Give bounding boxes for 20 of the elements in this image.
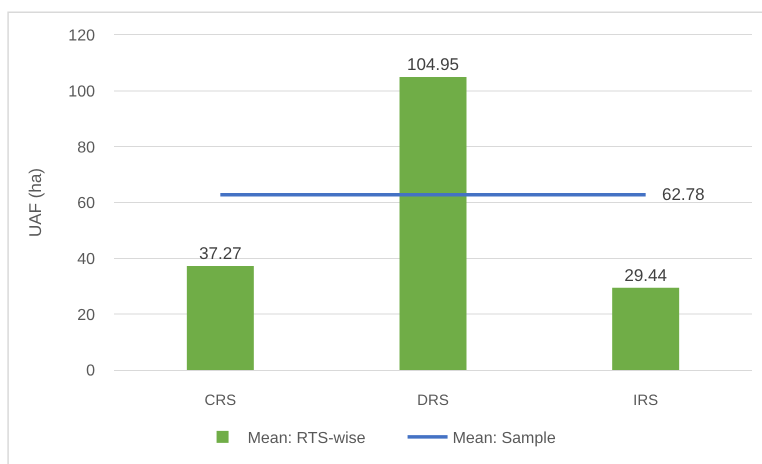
bar	[400, 77, 466, 370]
x-tick-label: DRS	[417, 392, 449, 409]
y-tick-label: 60	[77, 195, 96, 212]
data-label: 62.78	[662, 185, 705, 204]
y-tick-label: 100	[68, 83, 96, 100]
x-tick-label: IRS	[633, 392, 658, 409]
data-label: 104.95	[407, 55, 460, 74]
bar	[612, 288, 680, 370]
y-axis-title: UAF (ha)	[26, 168, 45, 237]
y-tick-label: 20	[77, 306, 96, 324]
data-label: 29.44	[624, 266, 667, 285]
legend-label: Mean: RTS-wise	[248, 430, 366, 448]
bar	[186, 266, 254, 370]
y-tick-label: 0	[86, 362, 96, 380]
data-label: 37.27	[199, 244, 242, 263]
legend-label: Mean: Sample	[452, 430, 556, 448]
y-tick-label: 120	[68, 28, 96, 45]
y-tick-label: 40	[77, 250, 96, 268]
y-tick-label: 80	[77, 139, 96, 156]
x-tick-label: CRS	[204, 392, 236, 409]
